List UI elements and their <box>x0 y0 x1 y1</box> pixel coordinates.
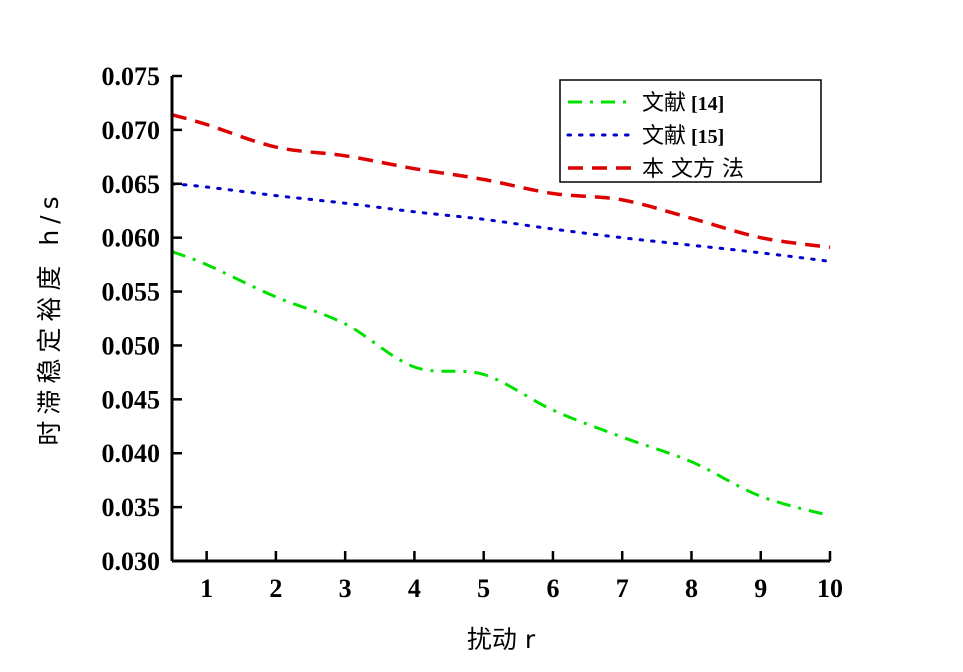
y-tick-label: 0.055 <box>102 278 161 307</box>
x-tick-label: 2 <box>269 574 282 603</box>
x-tick-label: 7 <box>616 574 629 603</box>
legend: 文献 [14] 文献 [15] 本 文方 法 <box>559 79 822 183</box>
series-line-3 <box>171 113 831 250</box>
y-tick-label: 0.045 <box>102 385 161 414</box>
series-line-2 <box>170 182 832 263</box>
series-line-1 <box>171 250 831 518</box>
x-tick-label: 5 <box>477 574 490 603</box>
x-tick-label: 6 <box>546 574 559 603</box>
y-axis-title: 时滞稳定裕度 h/s <box>35 190 64 445</box>
legend-label-2: 文献 [15] <box>642 124 724 149</box>
legend-label-1: 文献 [14] <box>642 91 724 116</box>
y-tick-label: 0.030 <box>102 547 161 576</box>
x-ticks: 1 2 3 4 5 6 7 8 9 10 <box>200 551 843 603</box>
legend-label-3: 本 文方 法 <box>642 157 744 182</box>
y-tick-label: 0.065 <box>102 170 161 199</box>
legend-box <box>559 79 822 183</box>
x-tick-label: 8 <box>685 574 698 603</box>
y-tick-label: 0.060 <box>102 224 161 253</box>
x-axis-title: 扰动 r <box>467 625 536 654</box>
x-tick-label: 4 <box>408 574 421 603</box>
y-tick-label: 0.035 <box>102 493 161 522</box>
x-tick-label: 1 <box>200 574 213 603</box>
y-ticks: 0.030 0.035 0.040 0.045 0.050 0.055 0.060 0.065… <box>102 62 182 576</box>
plot-lines <box>170 113 832 518</box>
x-tick-label: 10 <box>817 574 843 603</box>
y-tick-label: 0.070 <box>102 116 161 145</box>
x-tick-label: 9 <box>754 574 767 603</box>
y-tick-label: 0.040 <box>102 439 161 468</box>
axes <box>170 76 830 563</box>
y-tick-label: 0.050 <box>102 331 161 360</box>
y-tick-label: 0.075 <box>102 62 161 91</box>
x-tick-label: 3 <box>339 574 352 603</box>
